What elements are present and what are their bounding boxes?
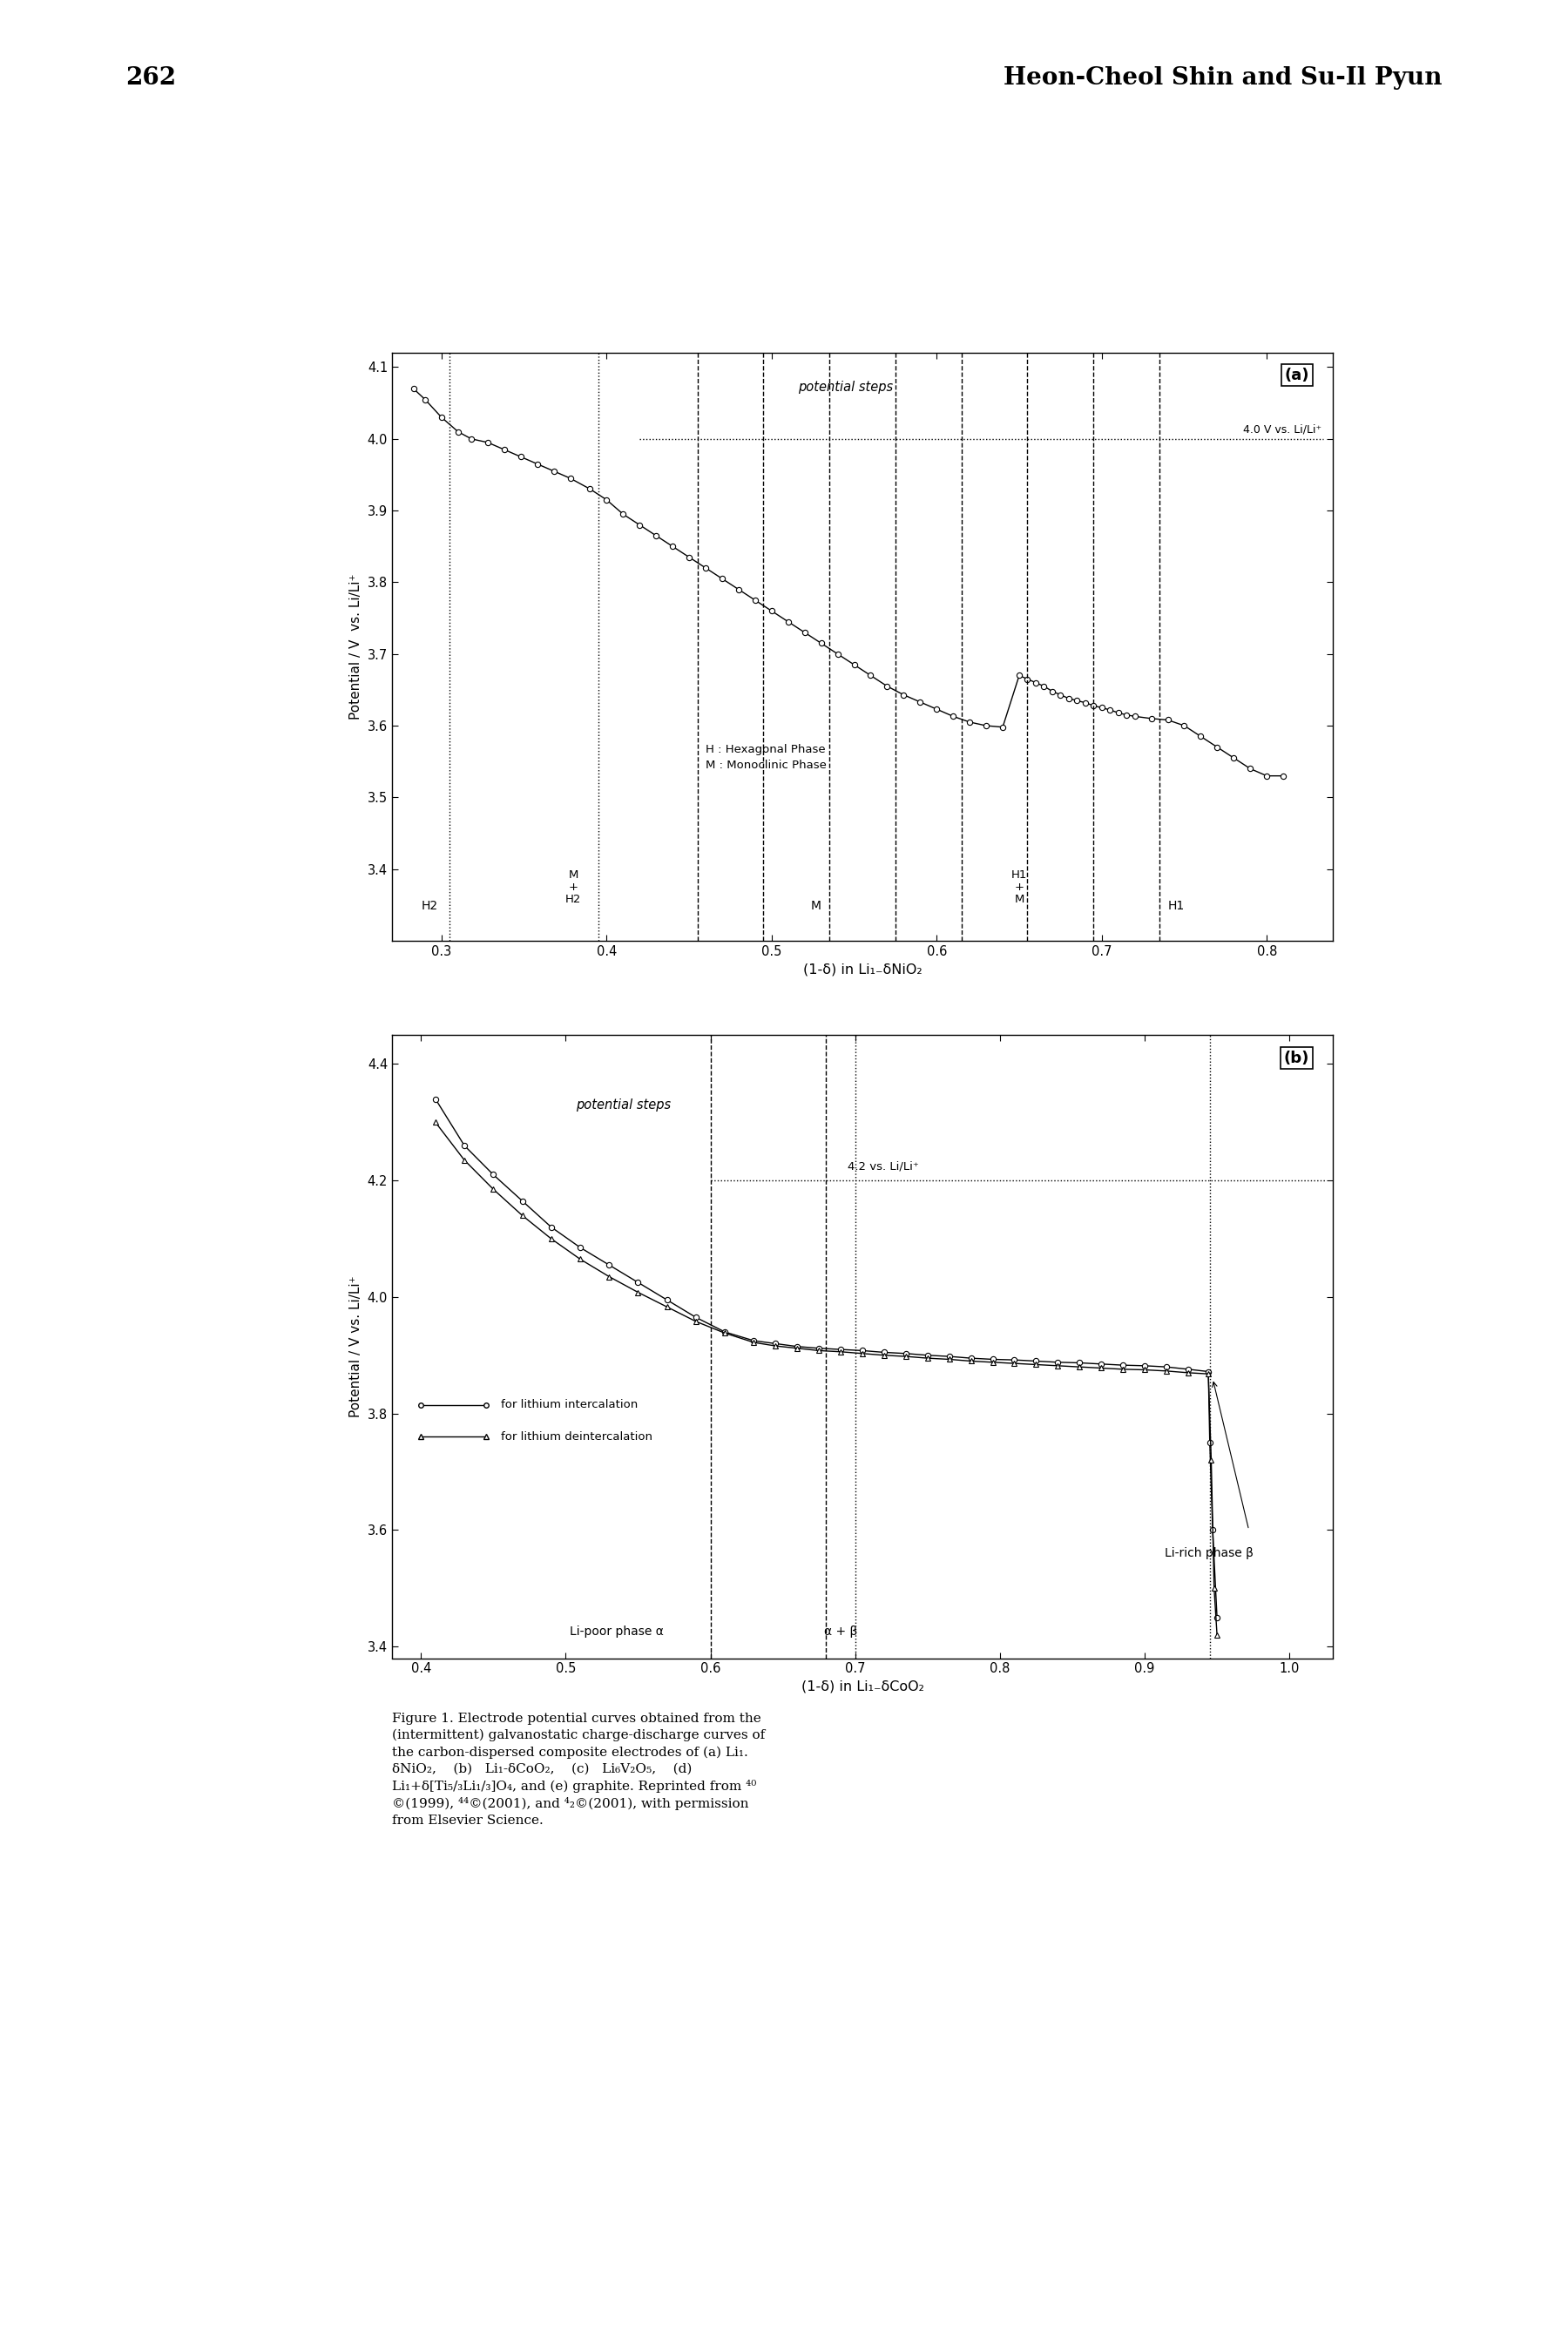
Text: potential steps: potential steps xyxy=(575,1098,671,1110)
Text: for lithium deintercalation: for lithium deintercalation xyxy=(500,1430,652,1442)
Text: 4.2 vs. Li/Li⁺: 4.2 vs. Li/Li⁺ xyxy=(848,1160,919,1171)
Text: H1
+
M: H1 + M xyxy=(1011,870,1027,906)
Text: for lithium intercalation: for lithium intercalation xyxy=(500,1399,638,1411)
Y-axis label: Potential / V vs. Li/Li⁺: Potential / V vs. Li/Li⁺ xyxy=(350,1275,362,1418)
Text: α + β: α + β xyxy=(825,1625,858,1637)
Text: 4.0 V vs. Li/Li⁺: 4.0 V vs. Li/Li⁺ xyxy=(1243,423,1322,435)
Text: Figure 1. Electrode potential curves obtained from the
(intermittent) galvanosta: Figure 1. Electrode potential curves obt… xyxy=(392,1712,765,1828)
Text: potential steps: potential steps xyxy=(798,381,894,393)
Text: Li-rich phase β: Li-rich phase β xyxy=(1165,1548,1253,1559)
Text: (b): (b) xyxy=(1284,1051,1309,1065)
X-axis label: (1-δ) in Li₁₋δNiO₂: (1-δ) in Li₁₋δNiO₂ xyxy=(803,962,922,976)
Y-axis label: Potential / V  vs. Li/Li⁺: Potential / V vs. Li/Li⁺ xyxy=(350,574,362,720)
X-axis label: (1-δ) in Li₁₋δCoO₂: (1-δ) in Li₁₋δCoO₂ xyxy=(801,1679,924,1693)
Text: M: M xyxy=(811,901,822,913)
Text: 262: 262 xyxy=(125,66,176,89)
Text: H : Hexagonal Phase
M : Monoclinic Phase: H : Hexagonal Phase M : Monoclinic Phase xyxy=(706,743,826,771)
Text: (a): (a) xyxy=(1284,367,1309,383)
Text: H1: H1 xyxy=(1168,901,1184,913)
Text: Li-poor phase α: Li-poor phase α xyxy=(569,1625,663,1637)
Text: M
+
H2: M + H2 xyxy=(566,870,582,906)
Text: Heon-Cheol Shin and Su-Il Pyun: Heon-Cheol Shin and Su-Il Pyun xyxy=(1004,66,1443,89)
Text: H2: H2 xyxy=(422,901,439,913)
